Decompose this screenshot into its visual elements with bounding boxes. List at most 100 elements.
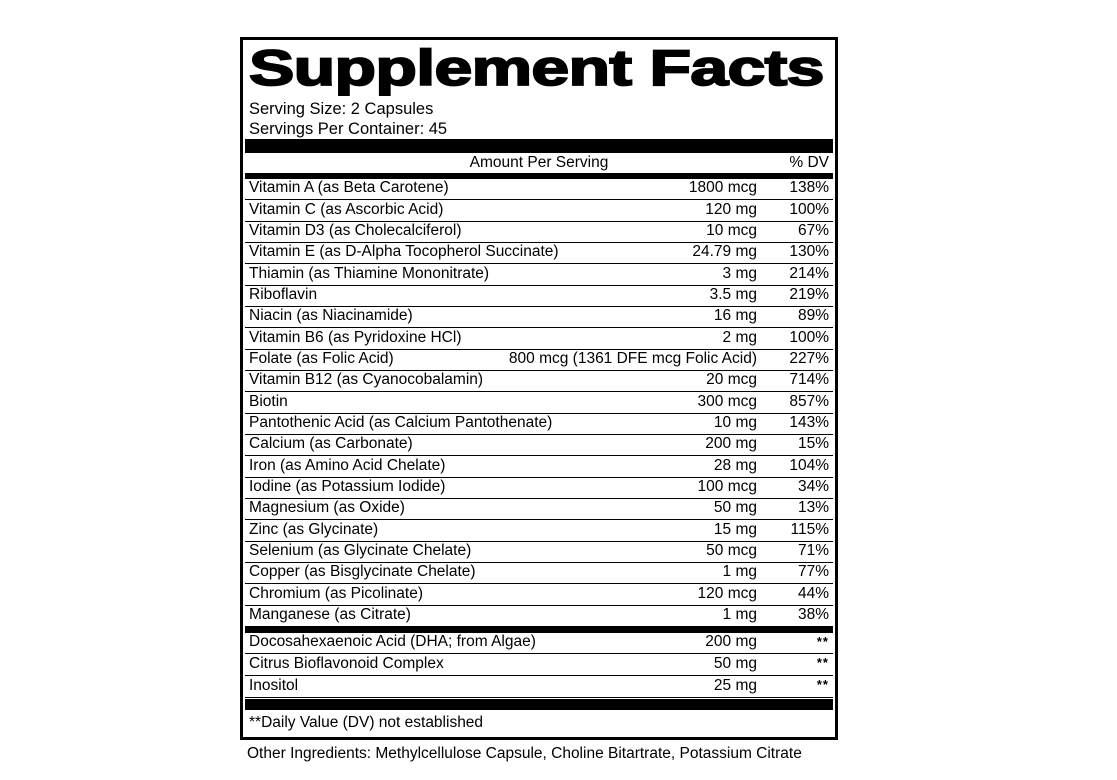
- nutrient-row: Copper (as Bisglycinate Chelate) 1 mg 77…: [245, 563, 833, 585]
- nutrient-amount: 15 mg: [713, 520, 757, 538]
- nutrient-name: Citrus Bioflavonoid Complex: [249, 655, 444, 673]
- nutrient-dv: 89%: [797, 307, 829, 325]
- serving-size: Serving Size: 2 Capsules: [249, 100, 434, 118]
- other-ingredients: Other Ingredients: Methylcellulose Capsu…: [247, 745, 802, 762]
- nutrient-dv: **: [816, 633, 829, 649]
- nutrient-dv: 38%: [797, 605, 829, 623]
- nutrient-dv: 13%: [797, 499, 829, 517]
- nutrient-row: Riboflavin 3.5 mg 219%: [245, 286, 833, 307]
- nutrient-name: Magnesium (as Oxide): [249, 499, 405, 517]
- nutrient-name: Manganese (as Citrate): [249, 605, 411, 623]
- nutrient-amount: 50 mcg: [706, 541, 757, 559]
- nutrient-name: Thiamin (as Thiamine Mononitrate): [249, 264, 490, 282]
- panel-title: Supplement Facts: [248, 40, 826, 96]
- nutrient-amount: 24.79 mg: [692, 243, 757, 261]
- nutrient-row: Zinc (as Glycinate) 15 mg 115%: [245, 520, 833, 542]
- nutrient-row: Vitamin B6 (as Pyridoxine HCl) 2 mg 100%: [245, 328, 833, 350]
- nutrient-amount: 3.5 mg: [709, 285, 757, 303]
- nutrient-amount: 50 mg: [713, 655, 757, 673]
- divider-thick-bottom: [245, 698, 833, 710]
- supplement-facts-panel: Supplement Facts Serving Size: 2 Capsule…: [240, 37, 838, 740]
- nutrient-dv: 15%: [797, 435, 829, 453]
- nutrient-amount: 3 mg: [722, 264, 757, 282]
- nutrient-amount: 1 mg: [722, 605, 757, 623]
- column-header-row: Amount Per Serving % DV: [245, 153, 833, 173]
- nutrient-name: Selenium (as Glycinate Chelate): [249, 541, 472, 559]
- nutrient-dv: 104%: [789, 456, 829, 474]
- nutrient-row: Folate (as Folic Acid) 800 mcg (1361 DFE…: [245, 350, 833, 371]
- other-nutrient-row: Docosahexaenoic Acid (DHA; from Algae) 2…: [245, 633, 833, 655]
- nutrient-dv: 143%: [789, 413, 829, 431]
- nutrient-dv: 100%: [789, 200, 829, 218]
- nutrient-amount: 20 mcg: [706, 371, 757, 389]
- amount-per-serving-header: Amount Per Serving: [469, 154, 609, 171]
- divider-thick-top: [245, 139, 833, 153]
- nutrient-name: Iodine (as Potassium Iodide): [249, 477, 446, 495]
- nutrient-amount: 120 mg: [705, 200, 757, 218]
- nutrient-row: Vitamin D3 (as Cholecalciferol) 10 mcg 6…: [245, 222, 833, 243]
- nutrient-name: Vitamin A (as Beta Carotene): [249, 179, 449, 197]
- nutrient-amount: 120 mcg: [697, 584, 757, 602]
- nutrient-name: Chromium (as Picolinate): [249, 584, 423, 602]
- other-nutrient-table: Docosahexaenoic Acid (DHA; from Algae) 2…: [243, 633, 835, 698]
- nutrient-dv: 227%: [789, 349, 829, 367]
- nutrient-name: Biotin: [249, 392, 288, 410]
- nutrient-row: Vitamin C (as Ascorbic Acid) 120 mg 100%: [245, 200, 833, 222]
- nutrient-amount: 10 mcg: [706, 221, 757, 239]
- nutrient-row: Selenium (as Glycinate Chelate) 50 mcg 7…: [245, 542, 833, 563]
- servings-per-container: Servings Per Container: 45: [249, 120, 448, 138]
- nutrient-name: Vitamin B12 (as Cyanocobalamin): [249, 371, 484, 389]
- nutrient-name: Calcium (as Carbonate): [249, 435, 413, 453]
- nutrient-amount: 200 mg: [705, 633, 757, 651]
- divider-medium-header: [245, 173, 833, 179]
- footnote: **Daily Value (DV) not established: [249, 713, 484, 731]
- nutrient-row: Vitamin E (as D-Alpha Tocopherol Succina…: [245, 243, 833, 265]
- nutrient-amount: 1 mg: [722, 563, 757, 581]
- nutrient-row: Manganese (as Citrate) 1 mg 38%: [245, 606, 833, 627]
- nutrient-row: Chromium (as Picolinate) 120 mcg 44%: [245, 584, 833, 606]
- nutrient-dv: 77%: [797, 563, 829, 581]
- nutrient-name: Copper (as Bisglycinate Chelate): [249, 563, 476, 581]
- nutrient-dv: 100%: [789, 328, 829, 346]
- nutrient-amount: 200 mg: [705, 435, 757, 453]
- nutrient-row: Magnesium (as Oxide) 50 mg 13%: [245, 499, 833, 521]
- nutrient-dv: 44%: [797, 584, 829, 602]
- percent-dv-header: % DV: [789, 154, 829, 171]
- nutrient-dv: 115%: [790, 520, 830, 538]
- other-nutrient-row: Inositol 25 mg **: [245, 676, 833, 698]
- nutrient-name: Zinc (as Glycinate): [249, 520, 379, 538]
- nutrient-dv: 857%: [789, 392, 829, 410]
- nutrient-dv: 67%: [797, 221, 829, 239]
- divider-medium-section: [245, 626, 833, 633]
- nutrient-dv: 130%: [789, 243, 829, 261]
- nutrient-amount: 28 mg: [713, 456, 757, 474]
- nutrient-table: Vitamin A (as Beta Carotene) 1800 mcg 13…: [243, 179, 835, 627]
- nutrient-name: Inositol: [249, 676, 299, 694]
- nutrient-row: Vitamin A (as Beta Carotene) 1800 mcg 13…: [245, 179, 833, 201]
- nutrient-dv: 714%: [789, 371, 829, 389]
- nutrient-row: Iodine (as Potassium Iodide) 100 mcg 34%: [245, 478, 833, 499]
- nutrient-name: Vitamin B6 (as Pyridoxine HCl): [249, 328, 462, 346]
- nutrient-amount: 1800 mcg: [688, 179, 757, 197]
- nutrient-row: Niacin (as Niacinamide) 16 mg 89%: [245, 307, 833, 329]
- nutrient-amount: 100 mcg: [697, 477, 757, 495]
- nutrient-dv: 214%: [789, 264, 829, 282]
- nutrient-name: Vitamin D3 (as Cholecalciferol): [249, 221, 462, 239]
- nutrient-name: Vitamin E (as D-Alpha Tocopherol Succina…: [249, 243, 559, 261]
- nutrient-name: Riboflavin: [249, 285, 318, 303]
- nutrient-dv: **: [816, 655, 829, 671]
- nutrient-amount: 300 mcg: [697, 392, 757, 410]
- nutrient-dv: 219%: [789, 285, 829, 303]
- nutrient-name: Pantothenic Acid (as Calcium Pantothenat…: [249, 413, 553, 431]
- nutrient-amount: 2 mg: [722, 328, 757, 346]
- nutrient-row: Pantothenic Acid (as Calcium Pantothenat…: [245, 414, 833, 435]
- nutrient-amount: 50 mg: [713, 499, 757, 517]
- nutrient-name: Niacin (as Niacinamide): [249, 307, 413, 325]
- nutrient-row: Biotin 300 mcg 857%: [245, 392, 833, 414]
- other-nutrient-row: Citrus Bioflavonoid Complex 50 mg **: [245, 654, 833, 677]
- nutrient-name: Docosahexaenoic Acid (DHA; from Algae): [249, 633, 536, 651]
- nutrient-row: Vitamin B12 (as Cyanocobalamin) 20 mcg 7…: [245, 371, 833, 393]
- nutrient-dv: 71%: [797, 541, 829, 559]
- nutrient-name: Vitamin C (as Ascorbic Acid): [249, 200, 444, 218]
- nutrient-amount: 16 mg: [713, 307, 757, 325]
